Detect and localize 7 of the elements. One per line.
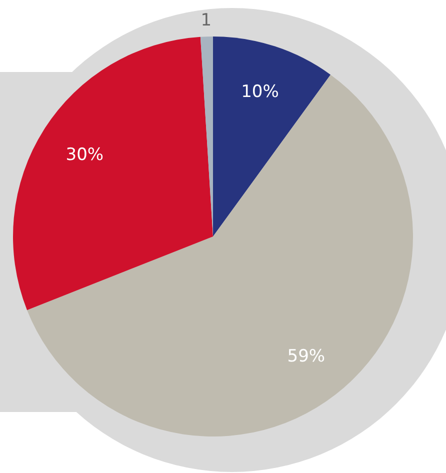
data-label: 10%	[241, 82, 279, 102]
pie-slice	[13, 36, 213, 310]
data-label: 1	[200, 10, 212, 31]
data-label: 59%	[287, 346, 326, 367]
data-label: 30%	[66, 145, 104, 166]
pie-slice	[27, 74, 413, 436]
pie-slice	[213, 36, 331, 236]
